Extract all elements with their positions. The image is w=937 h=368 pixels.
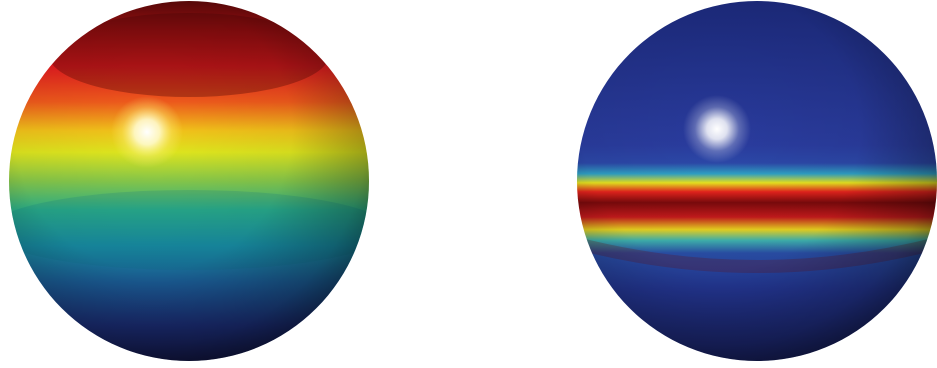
left-sphere (9, 1, 369, 361)
right-highlight (683, 95, 751, 163)
right-sphere (577, 1, 937, 361)
left-highlight (111, 96, 183, 168)
